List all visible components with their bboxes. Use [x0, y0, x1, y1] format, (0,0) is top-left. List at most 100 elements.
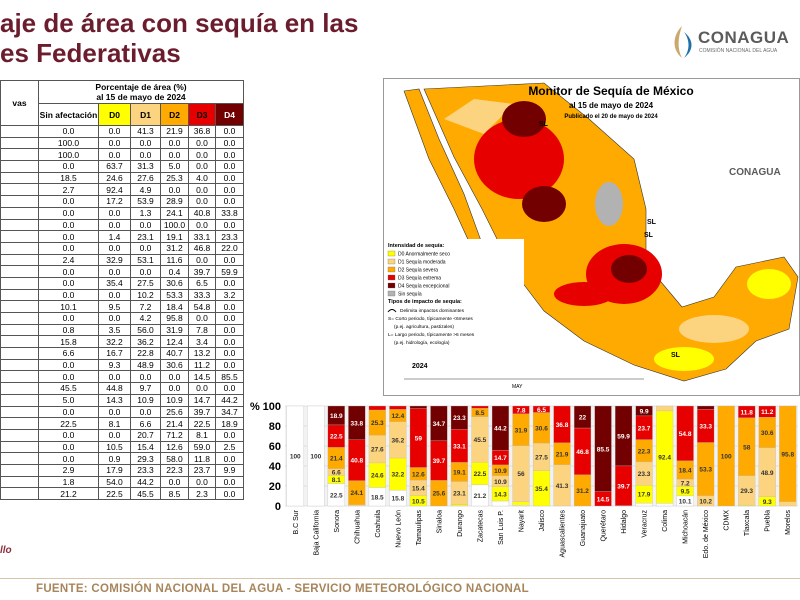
x-tick-label: Colima: [662, 510, 669, 532]
row-label-cell: [0, 148, 39, 162]
x-tick-label: Aguascalientes: [560, 510, 567, 558]
table-cell: 48.9: [130, 358, 161, 372]
data-label: 21.4: [330, 456, 343, 463]
table-cell: 12.4: [160, 335, 189, 349]
legend-swatch: [387, 282, 396, 289]
data-label: 33.3: [699, 423, 712, 430]
table-cell: 11.8: [188, 452, 216, 465]
bar-segment: [553, 405, 571, 443]
x-tick-label: Nuevo León: [395, 510, 402, 548]
table-cell: 24.6: [98, 171, 131, 185]
row-label-cell: [0, 171, 39, 185]
table-cell: 45.5: [38, 382, 99, 395]
table-cell: 16.7: [98, 347, 131, 360]
data-label: 22: [579, 415, 587, 422]
table-cell: 0.0: [38, 440, 99, 454]
table-cell: 10.5: [98, 440, 131, 454]
table-cell: 1.3: [130, 206, 161, 220]
data-label: 24.1: [350, 490, 363, 497]
table-cell: 8.1: [98, 417, 131, 430]
data-label: 11.2: [761, 409, 774, 416]
bar-segment: [779, 405, 797, 502]
table-cell: 0.0: [38, 206, 99, 220]
bar-segment: [286, 405, 304, 507]
table-row: 0.0 0.0 0.0 100.0 0.0 0.0: [0, 218, 245, 232]
table-cell: 53.9: [130, 195, 161, 208]
row-label-cell: [0, 183, 39, 197]
row-label-cell: [0, 218, 39, 232]
map-canvas: Monitor de Sequía de México al 15 de may…: [384, 79, 799, 395]
table-cell: 0.0: [160, 475, 189, 489]
map-region: [595, 182, 623, 226]
data-label: 8.5: [475, 410, 484, 417]
table-cell: 29.3: [130, 452, 161, 465]
table-cell: 0.0: [98, 136, 131, 150]
table-row: 21.2 22.5 45.5 8.5 2.3 0.0: [0, 487, 245, 500]
data-label: 27.5: [535, 454, 548, 461]
table-cell: 0.0: [130, 148, 161, 162]
title-line: aje de área con sequía en las: [0, 8, 359, 38]
data-label: 22.3: [638, 448, 651, 455]
data-label: 40.8: [350, 458, 363, 465]
table-cell: 1.8: [38, 475, 99, 489]
data-label: 58: [743, 444, 751, 451]
x-tick-label: Tamaulipas: [416, 510, 423, 546]
data-label: 12.6: [412, 471, 425, 478]
y-tick-label: 80: [269, 421, 281, 433]
table-cell: 0.0: [38, 288, 99, 302]
table-cell: 18.5: [38, 171, 99, 185]
row-label-cell: [0, 405, 39, 419]
table-cell: 0.0: [38, 428, 99, 442]
legend-title: Intensidad de sequía:: [388, 243, 444, 249]
table-cell: 54.0: [98, 475, 131, 489]
region-label: SL: [539, 121, 549, 128]
table-cell: 35.4: [98, 276, 131, 290]
column-header: D1: [130, 103, 161, 126]
table-cell: 0.0: [98, 206, 131, 220]
table-cell: 0.0: [130, 136, 161, 150]
table-cell: 0.0: [188, 183, 216, 197]
table-row: 0.0 63.7 31.3 5.0 0.0 0.0: [0, 160, 245, 173]
legend-label: Sin sequía: [398, 292, 422, 298]
table-cell: 0.0: [214, 428, 245, 442]
column-header: D3: [188, 103, 216, 126]
legend-label: D3 Sequía extrema: [398, 276, 441, 282]
bar-segment: [635, 405, 653, 417]
title-line: es Federativas: [0, 38, 181, 68]
table-row: 0.0 0.0 10.2 53.3 33.3 3.2: [0, 288, 245, 302]
row-label-cell: [0, 125, 39, 138]
row-label-cell: [0, 358, 39, 372]
row-label-cell: [0, 288, 39, 302]
table-cell: 2.5: [214, 440, 245, 454]
table-cell: 0.0: [38, 358, 99, 372]
legend-swatch: [387, 258, 396, 265]
table-cell: 0.0: [188, 382, 216, 395]
table-cell: 0.0: [214, 323, 245, 337]
bar-segment: [615, 405, 633, 467]
table-cell: 0.0: [98, 125, 131, 138]
map-region: [611, 255, 647, 283]
data-label: 39.7: [433, 458, 446, 465]
table-row: 0.0 0.0 0.0 0.4 39.7 59.9: [0, 265, 245, 278]
table-cell: 21.4: [160, 417, 189, 430]
table-cell: 85.5: [214, 370, 245, 384]
table-cell: 4.0: [188, 171, 216, 185]
table-cell: 0.0: [214, 171, 245, 185]
y-tick-label: 100: [263, 401, 281, 413]
map-legend: Intensidad de sequía: Tipos de impacto d…: [384, 239, 524, 351]
table-cell: 0.0: [160, 136, 189, 150]
table-row: 0.0 10.5 15.4 12.6 59.0 2.5: [0, 440, 245, 454]
data-label: 31.2: [576, 488, 589, 495]
table-cell: 23.1: [130, 230, 161, 243]
table-cell: 17.2: [98, 195, 131, 208]
legend-bg: [384, 239, 524, 351]
row-label-cell: [0, 487, 39, 500]
data-label: 14.7: [494, 455, 507, 462]
table-cell: 20.7: [130, 428, 161, 442]
table-cell: 2.3: [188, 487, 216, 500]
table-cell: 36.2: [130, 335, 161, 349]
table-cell: 0.0: [38, 312, 99, 325]
table-cell: 15.8: [38, 335, 99, 349]
table-row: 10.1 9.5 7.2 18.4 54.8 0.0: [0, 300, 245, 313]
table-cell: 6.6: [38, 347, 99, 360]
